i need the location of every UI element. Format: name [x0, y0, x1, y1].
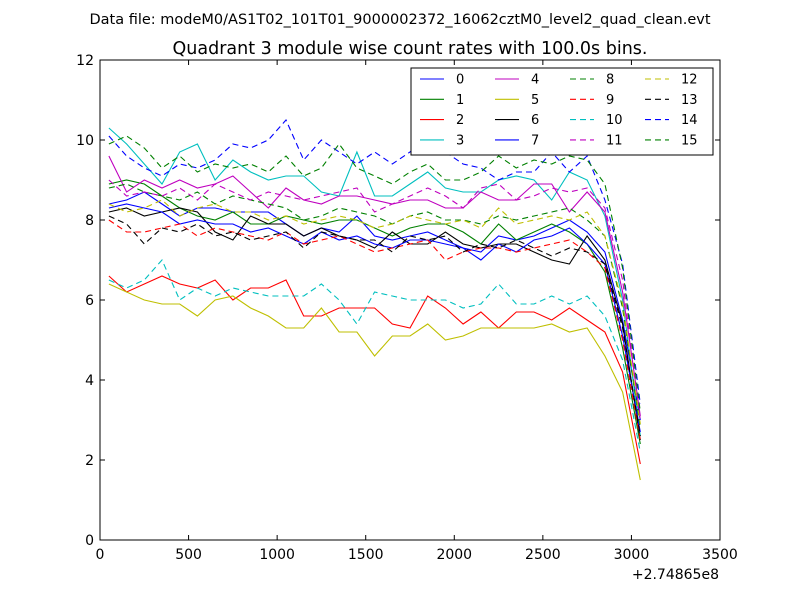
legend-label-1: 1	[456, 93, 464, 108]
y-tick-label-6: 6	[85, 293, 94, 309]
legend-label-12: 12	[681, 73, 698, 88]
series-line-1	[108, 179, 641, 445]
series-line-9	[108, 219, 641, 441]
y-tick-label-4: 4	[85, 373, 94, 389]
legend-label-6: 6	[531, 113, 539, 128]
figure-suptitle: Data file: modeM0/AS1T02_101T01_90000023…	[89, 12, 710, 28]
x-tick-label-2000: 2000	[436, 547, 472, 563]
x-tick-label-3500: 3500	[702, 547, 738, 563]
x-tick-label-2500: 2500	[525, 547, 561, 563]
series-line-4	[108, 155, 641, 417]
legend-label-9: 9	[606, 93, 614, 108]
x-tick-label-1000: 1000	[259, 547, 295, 563]
series-line-7	[108, 203, 641, 433]
legend-label-10: 10	[606, 113, 623, 128]
series-line-15	[108, 135, 641, 413]
series-line-11	[108, 179, 641, 421]
legend-label-8: 8	[606, 73, 614, 88]
x-tick-label-1500: 1500	[348, 547, 384, 563]
legend-box	[410, 67, 714, 156]
series-line-5	[108, 283, 641, 481]
series-line-8	[108, 183, 641, 429]
y-tick-label-12: 12	[76, 53, 94, 69]
y-tick-label-10: 10	[76, 133, 94, 149]
legend-label-3: 3	[456, 133, 464, 148]
series-line-0	[108, 191, 641, 421]
legend-label-15: 15	[681, 133, 698, 148]
x-axis-offset-label: +2.74865e8	[632, 567, 719, 583]
legend-label-13: 13	[681, 93, 698, 108]
x-tick-label-3000: 3000	[614, 547, 650, 563]
legend-label-11: 11	[606, 133, 623, 148]
series-line-6	[108, 207, 641, 441]
legend-label-5: 5	[531, 93, 539, 108]
legend-label-4: 4	[531, 73, 539, 88]
legend-label-2: 2	[456, 113, 464, 128]
series-line-13	[108, 215, 641, 437]
chart-title: Quadrant 3 module wise count rates with …	[173, 39, 648, 59]
y-tick-label-8: 8	[85, 213, 94, 229]
x-tick-label-500: 500	[175, 547, 202, 563]
legend-label-0: 0	[456, 73, 464, 88]
legend-label-7: 7	[531, 133, 539, 148]
series-line-10	[108, 258, 641, 453]
series-line-3	[108, 127, 641, 437]
y-tick-label-2: 2	[85, 453, 94, 469]
y-tick-label-0: 0	[85, 533, 94, 549]
series-line-12	[108, 199, 641, 425]
series-line-2	[108, 275, 641, 465]
x-tick-label-0: 0	[96, 547, 105, 563]
legend-label-14: 14	[681, 113, 698, 128]
